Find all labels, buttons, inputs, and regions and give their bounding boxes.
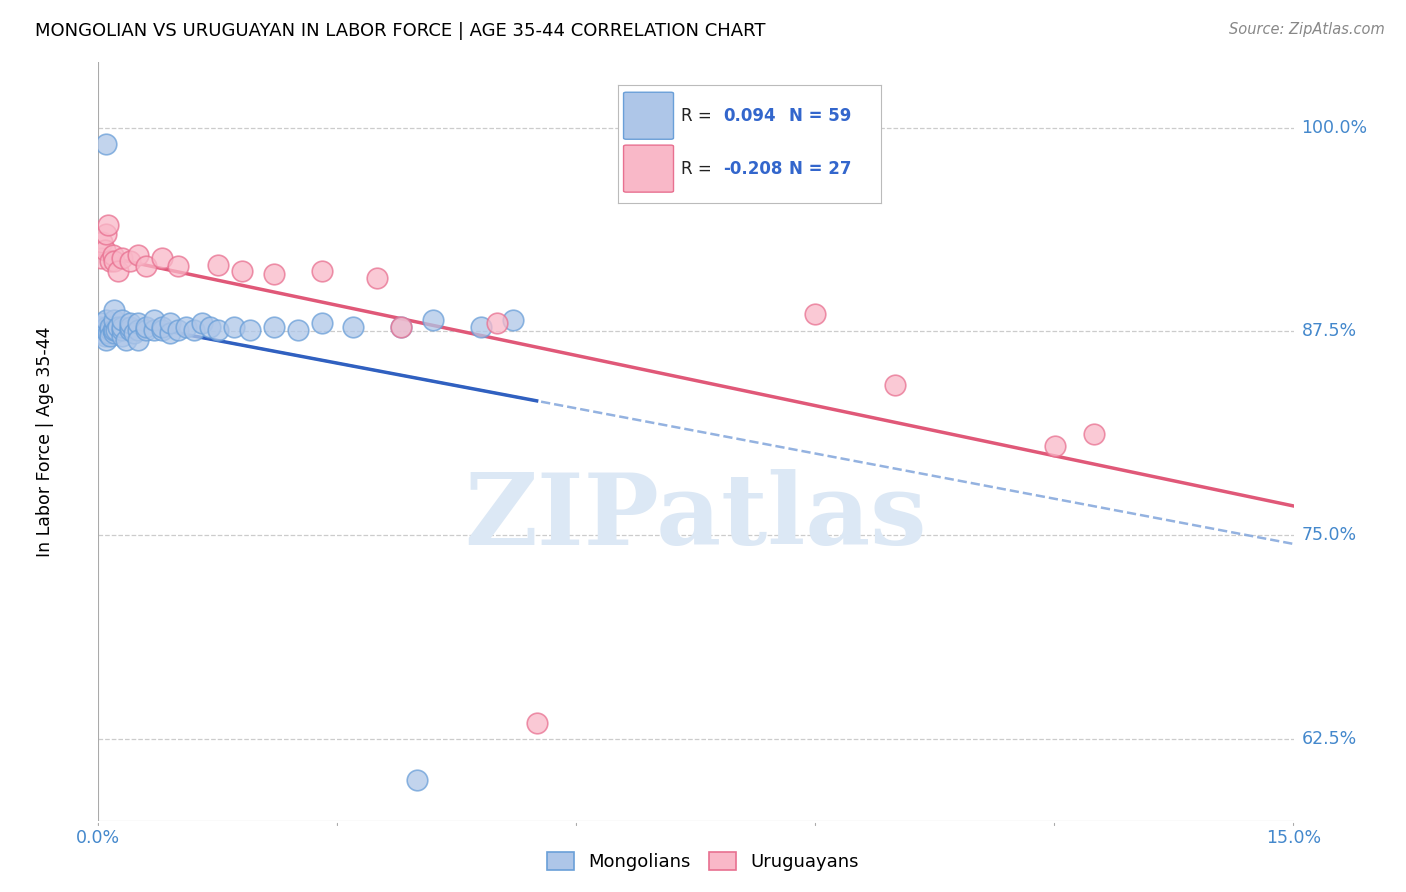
Point — [422, 313, 444, 327]
Point — [127, 248, 149, 262]
Point — [93, 323, 115, 337]
Legend: Mongolians, Uruguayans: Mongolians, Uruguayans — [540, 845, 866, 879]
Text: In Labor Force | Age 35-44: In Labor Force | Age 35-44 — [35, 326, 53, 557]
Text: Source: ZipAtlas.com: Source: ZipAtlas.com — [1229, 22, 1385, 37]
Point — [198, 319, 221, 334]
Point — [127, 333, 149, 347]
Point — [98, 319, 122, 334]
Point — [103, 254, 125, 268]
Point — [115, 333, 138, 347]
Point — [167, 323, 190, 337]
Point — [98, 329, 122, 343]
Point — [127, 323, 149, 337]
Point — [94, 243, 117, 257]
Point — [135, 259, 157, 273]
Point — [103, 313, 125, 327]
Point — [159, 326, 181, 340]
Point — [120, 316, 142, 330]
Point — [485, 316, 508, 330]
Point — [103, 326, 125, 340]
Point — [311, 316, 333, 330]
Point — [1043, 439, 1066, 453]
Point — [1083, 427, 1105, 442]
Point — [159, 316, 181, 330]
Point — [470, 319, 492, 334]
Point — [311, 264, 333, 278]
Point — [526, 715, 548, 730]
Point — [91, 316, 114, 330]
Point — [366, 270, 388, 285]
Point — [96, 136, 118, 151]
Point — [263, 319, 285, 334]
Point — [97, 326, 120, 340]
Point — [135, 319, 157, 334]
Point — [389, 319, 412, 334]
Point — [90, 251, 112, 265]
Point — [111, 251, 134, 265]
Point — [96, 333, 118, 347]
Point — [104, 323, 127, 337]
Text: 75.0%: 75.0% — [1302, 526, 1357, 544]
Point — [804, 307, 827, 321]
Point — [207, 323, 229, 337]
Text: 62.5%: 62.5% — [1302, 731, 1357, 748]
Text: ZIPatlas: ZIPatlas — [465, 469, 927, 566]
Point — [120, 319, 142, 334]
Point — [91, 326, 114, 340]
Point — [135, 323, 157, 337]
Point — [107, 319, 129, 334]
Point — [96, 319, 118, 334]
Text: 15.0%: 15.0% — [1265, 829, 1322, 847]
Point — [207, 258, 229, 272]
Point — [231, 264, 253, 278]
Text: 87.5%: 87.5% — [1302, 323, 1357, 341]
Point — [101, 248, 124, 262]
Point — [98, 323, 121, 337]
Point — [124, 326, 146, 340]
Point — [174, 319, 197, 334]
Point — [89, 323, 111, 337]
Point — [150, 251, 173, 265]
Point — [239, 323, 262, 337]
Text: 0.0%: 0.0% — [76, 829, 121, 847]
Point — [91, 235, 114, 249]
Point — [127, 316, 149, 330]
Point — [96, 323, 118, 337]
Point — [143, 323, 166, 337]
Point — [406, 772, 429, 787]
Point — [111, 319, 134, 334]
Text: MONGOLIAN VS URUGUAYAN IN LABOR FORCE | AGE 35-44 CORRELATION CHART: MONGOLIAN VS URUGUAYAN IN LABOR FORCE | … — [35, 22, 766, 40]
Point — [111, 313, 134, 327]
Point — [143, 313, 166, 327]
Point — [222, 319, 245, 334]
Point — [167, 259, 190, 273]
Point — [120, 323, 142, 337]
Point — [111, 323, 134, 337]
Point — [97, 219, 120, 233]
Point — [94, 329, 117, 343]
Point — [342, 319, 364, 334]
Point — [107, 264, 129, 278]
Point — [150, 323, 173, 337]
Point — [120, 254, 142, 268]
Point — [101, 323, 124, 337]
Point — [96, 227, 118, 241]
Point — [884, 378, 907, 392]
Point — [103, 323, 125, 337]
Point — [98, 254, 122, 268]
Text: 100.0%: 100.0% — [1302, 119, 1368, 136]
Point — [150, 319, 173, 334]
Point — [183, 323, 205, 337]
Point — [287, 323, 309, 337]
Point — [191, 316, 214, 330]
Point — [111, 329, 134, 343]
Point — [502, 313, 524, 327]
Point — [96, 313, 118, 327]
Point — [263, 268, 285, 282]
Point — [103, 303, 125, 318]
Point — [90, 319, 112, 334]
Point — [389, 319, 412, 334]
